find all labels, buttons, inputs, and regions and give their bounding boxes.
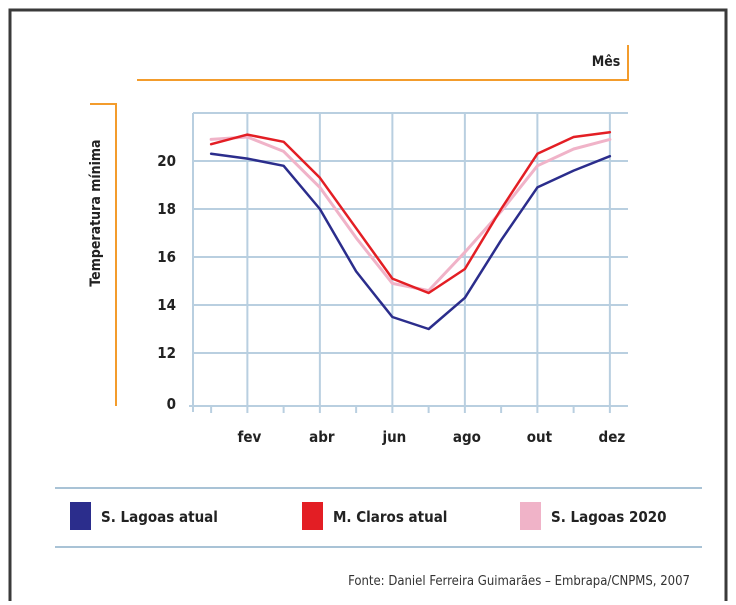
x-tick-label: ago [453,428,481,446]
legend-swatch [302,502,323,530]
y-axis-title-bracket [90,103,117,406]
y-axis-title: Temperatura mínima [88,139,104,286]
legend-swatch [520,502,541,530]
x-tick-label: dez [599,428,626,446]
y-tick-label: 14 [157,296,176,314]
y-tick-label: 20 [157,152,176,170]
frame-border [8,8,728,601]
y-tick-label: 12 [157,344,176,362]
axes [189,113,628,413]
source-note: Fonte: Daniel Ferreira Guimarães – Embra… [348,574,690,589]
x-tick-label: abr [309,428,335,446]
x-tick-label: out [527,428,553,446]
x-tick-labels: fev abr jun ago out dez [237,428,625,446]
legend-label: S. Lagoas 2020 [551,508,667,526]
x-tick-label: fev [237,428,261,446]
y-tick-label: 16 [157,248,176,266]
legend: S. Lagoas atual M. Claros atual S. Lagoas … [70,502,667,530]
series-line-s-lagoas-atual [209,152,612,331]
grid [193,112,628,406]
legend-label: M. Claros atual [333,508,447,526]
series-line-m-claros-atual [209,130,612,295]
x-axis-title: Mês [592,54,621,70]
legend-label: S. Lagoas atual [101,508,218,526]
series-lines [209,130,612,331]
y-tick-label: 18 [157,200,176,218]
y-tick-label: 0 [167,395,176,413]
y-tick-labels: 0 12 14 16 18 20 [157,152,176,413]
legend-swatch [70,502,91,530]
x-tick-label: jun [381,428,406,446]
x-axis-title-bracket [137,45,629,81]
